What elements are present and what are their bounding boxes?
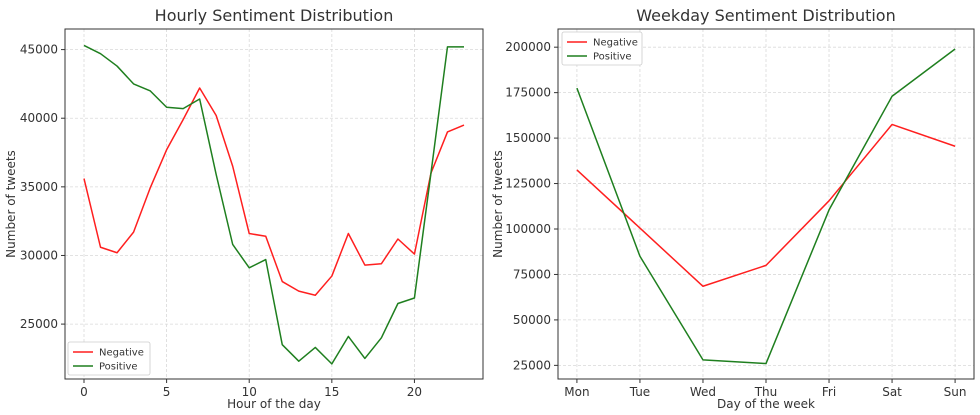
plot-frame bbox=[64, 28, 484, 380]
x-tick-label: Wed bbox=[690, 385, 716, 399]
y-tick-label: 100000 bbox=[505, 222, 551, 236]
y-tick-label: 150000 bbox=[505, 131, 551, 145]
y-tick-label: 175000 bbox=[505, 86, 551, 100]
x-tick-label: Thu bbox=[754, 385, 778, 399]
hourly-chart: 0 5 10 15 20 25000 30000 35000 40000 45000 Hourly … bbox=[4, 6, 484, 411]
y-axis-label: Number of tweets bbox=[4, 150, 18, 258]
chart-title: Weekday Sentiment Distribution bbox=[636, 6, 895, 25]
chart-title: Hourly Sentiment Distribution bbox=[155, 6, 394, 25]
weekday-chart: Mon Tue Wed Thu Fri Sat Sun 25000 50000 75000 1000… bbox=[491, 6, 975, 411]
y-tick-label: 40000 bbox=[20, 111, 58, 125]
x-tick-label: 10 bbox=[242, 385, 257, 399]
x-tick-label: Sat bbox=[882, 385, 902, 399]
y-tick-label: 25000 bbox=[513, 358, 551, 372]
y-tick-label: 35000 bbox=[20, 180, 58, 194]
legend-label: Negative bbox=[99, 348, 144, 359]
x-tick-label: 20 bbox=[407, 385, 422, 399]
x-tick-label: 0 bbox=[80, 385, 88, 399]
x-tick-label: 15 bbox=[324, 385, 339, 399]
x-tick-label: 5 bbox=[163, 385, 171, 399]
legend: Negative Positive bbox=[67, 341, 151, 376]
series-line-negative bbox=[83, 87, 465, 297]
legend-label: Positive bbox=[593, 52, 632, 63]
y-tick-label: 200000 bbox=[505, 40, 551, 54]
y-tick-label: 75000 bbox=[513, 267, 551, 281]
y-axis-label: Number of tweets bbox=[491, 150, 505, 258]
y-tick-label: 125000 bbox=[505, 177, 551, 191]
y-tick-label: 45000 bbox=[20, 43, 58, 57]
series-line-negative bbox=[576, 123, 956, 288]
series-line-positive bbox=[576, 48, 956, 365]
x-tick-label: Fri bbox=[822, 385, 836, 399]
x-tick-label: Sun bbox=[944, 385, 967, 399]
y-tick-label: 50000 bbox=[513, 313, 551, 327]
series-line-positive bbox=[83, 44, 464, 365]
x-tick-label: Tue bbox=[629, 385, 651, 399]
x-axis-label: Hour of the day bbox=[227, 397, 321, 411]
y-tick-label: 25000 bbox=[20, 317, 58, 331]
x-axis-label: Day of the week bbox=[717, 397, 815, 411]
legend-label: Positive bbox=[99, 362, 138, 373]
x-tick-label: Mon bbox=[564, 385, 589, 399]
y-tick-label: 30000 bbox=[20, 248, 58, 262]
legend: Negative Positive bbox=[561, 31, 643, 66]
legend-label: Negative bbox=[593, 38, 638, 49]
